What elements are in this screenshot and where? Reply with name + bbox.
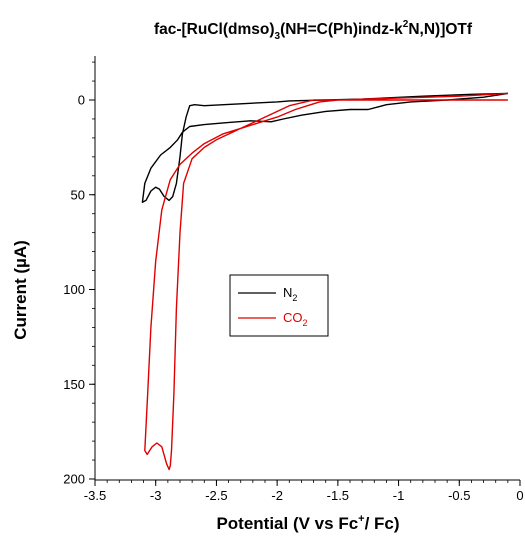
x-tick-label: -2 [271,488,283,503]
axes [94,56,520,481]
chart-title-suffix: N,N)]OTf [408,21,473,38]
chart-title-sup: 2 [403,19,409,30]
series-line-co2 [144,92,508,471]
x-tick-label: -0.5 [448,488,470,503]
legend-label-n2-base: N [283,285,292,300]
legend-label-co2: CO2 [283,310,308,328]
series-line-n2 [141,92,509,203]
chart-title-mid: (NH=C(Ph)indz-k [280,21,403,38]
x-ticks: -3.5 -3 -2.5 -2 -1.5 -1 -0.5 0 [84,480,524,503]
y-tick-label: 50 [71,187,85,202]
x-tick-label: -2.5 [205,488,227,503]
x-tick-label: -1.5 [327,488,349,503]
chart-title: fac-[RuCl(dmso)3(NH=C(Ph)indz-k2N,N)]OTf [154,19,473,42]
legend-label-n2-sub: 2 [292,293,297,303]
x-axis-title: Potential (V vs Fc+/ Fc) [216,513,399,533]
x-tick-label: -1 [393,488,405,503]
y-tick-label: 100 [63,282,85,297]
chart-title-sub: 3 [275,31,281,42]
chart-title-prefix: fac-[RuCl(dmso) [154,21,275,38]
series-layer [141,92,509,471]
x-axis-title-sup: + [358,513,364,525]
legend: N2 CO2 [229,274,329,337]
x-tick-label: -3 [150,488,162,503]
y-tick-label: 0 [78,93,85,108]
y-ticks: 0 50 100 150 200 [63,61,95,487]
x-tick-label: 0 [516,488,523,503]
x-axis-title-suffix: / Fc) [365,514,400,533]
legend-label-n2: N2 [283,285,297,303]
legend-box [229,274,329,337]
y-tick-label: 200 [63,472,85,487]
y-tick-label: 150 [63,377,85,392]
x-tick-label: -3.5 [84,488,106,503]
y-axis-title: Current (µA) [11,240,30,340]
legend-label-co2-base: CO [283,310,303,325]
x-axis-title-prefix: Potential (V vs Fc [216,514,358,533]
legend-label-co2-sub: 2 [303,318,308,328]
